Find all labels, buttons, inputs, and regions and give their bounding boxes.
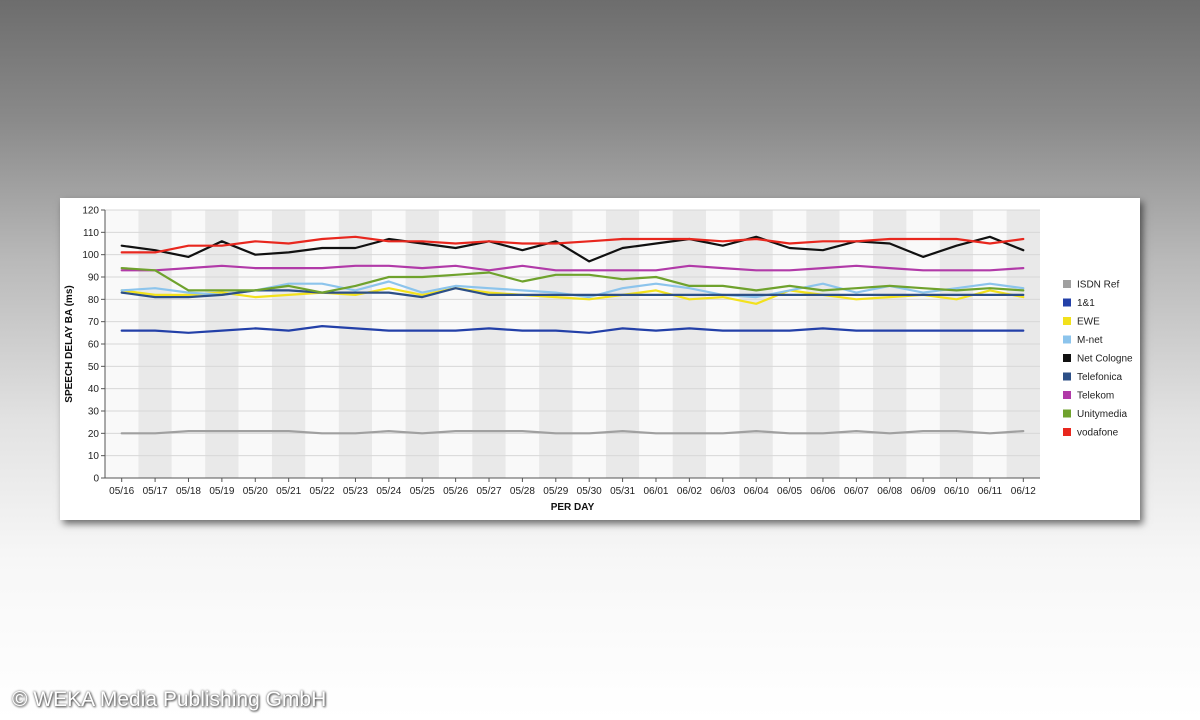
legend-swatch [1063, 354, 1071, 362]
x-tick-label: 05/27 [477, 486, 502, 497]
x-tick-label: 05/16 [109, 486, 134, 497]
legend-label: vodafone [1077, 428, 1119, 439]
legend-label: 1&1 [1077, 298, 1095, 309]
y-tick-label: 40 [88, 384, 100, 395]
series-line [120, 235, 1025, 254]
x-tick-label: 06/08 [877, 486, 902, 497]
legend-label: EWE [1077, 317, 1100, 328]
y-tick-label: 0 [93, 474, 99, 485]
legend-swatch [1063, 317, 1071, 325]
y-tick-label: 10 [88, 451, 100, 462]
legend: ISDN Ref 1&1 EWE M-net Net Cologne Telefonica… [1063, 280, 1133, 439]
x-tick-label: 05/24 [376, 486, 401, 497]
series-line [120, 287, 1025, 305]
x-tick-label: 06/09 [911, 486, 936, 497]
legend-label: ISDN Ref [1077, 280, 1119, 291]
series-line [120, 235, 1025, 263]
x-tick-label: 05/26 [443, 486, 468, 497]
x-tick-label: 06/05 [777, 486, 802, 497]
x-tick-label: 05/23 [343, 486, 368, 497]
x-tick-label: 06/11 [978, 486, 1003, 497]
x-tick-label: 05/17 [143, 486, 168, 497]
x-tick-label: 06/01 [643, 486, 668, 497]
series-line [120, 287, 1025, 299]
legend-swatch [1063, 280, 1071, 288]
legend-swatch [1063, 428, 1071, 436]
legend-swatch [1063, 391, 1071, 399]
x-tick-label: 05/28 [510, 486, 535, 497]
legend-label: Unitymedia [1077, 409, 1127, 420]
y-tick-label: 110 [83, 228, 99, 239]
copyright-notice: © WEKA Media Publishing GmbH [12, 688, 327, 711]
legend-label: Net Cologne [1077, 354, 1133, 365]
legend-swatch [1063, 298, 1071, 307]
x-tick-label: 06/07 [844, 486, 869, 497]
x-tick-label: 05/30 [577, 486, 602, 497]
legend-swatch [1063, 409, 1071, 418]
x-tick-label: 05/29 [543, 486, 568, 497]
x-tick-label: 05/19 [209, 486, 234, 497]
y-tick-label: 120 [82, 206, 99, 217]
x-tick-label: 06/10 [944, 486, 969, 497]
x-tick-label: 05/18 [176, 486, 201, 497]
x-tick-label: 06/12 [1011, 486, 1036, 497]
y-tick-label: 90 [88, 273, 100, 284]
legend-swatch [1063, 335, 1071, 344]
y-tick-label: 30 [88, 407, 100, 418]
series-lines [120, 235, 1025, 435]
x-tick-label: 06/03 [710, 486, 735, 497]
x-tick-label: 06/04 [744, 486, 769, 497]
x-tick-label: 06/02 [677, 486, 702, 497]
y-tick-label: 50 [88, 362, 100, 373]
series-line [120, 430, 1025, 435]
y-tick-label: 20 [88, 429, 100, 440]
y-tick-label: 100 [82, 250, 99, 261]
x-tick-label: 05/21 [276, 486, 301, 497]
legend-label: Telekom [1077, 391, 1114, 402]
x-axis-ticks: 05/16 05/17 05/18 05/19 05/20 05/21 05/22 05/23… [109, 478, 1036, 497]
legend-swatch [1063, 372, 1071, 381]
y-axis-ticks: 0 10 20 30 40 50 60 70 80 90 100 110 120 [82, 206, 99, 485]
series-line [120, 264, 1025, 272]
x-axis-title: PER DAY [551, 502, 595, 513]
x-tick-label: 06/06 [810, 486, 835, 497]
plot-gridlines [101, 209, 1040, 479]
x-tick-label: 05/22 [310, 486, 335, 497]
y-tick-label: 60 [88, 340, 100, 351]
x-tick-label: 05/31 [610, 486, 635, 497]
y-tick-label: 80 [88, 295, 100, 306]
y-tick-label: 70 [88, 317, 100, 328]
chart-card: 0 10 20 30 40 50 60 70 80 90 100 110 120 05/16 05/17 0… [60, 198, 1140, 520]
x-tick-label: 05/20 [243, 486, 268, 497]
series-line [120, 266, 1025, 294]
series-line [120, 325, 1025, 334]
x-tick-label: 05/25 [410, 486, 435, 497]
y-axis-title: SPEECH DELAY BA (ms) [64, 285, 75, 402]
legend-label: Telefonica [1077, 372, 1122, 383]
legend-label: M-net [1077, 335, 1103, 346]
